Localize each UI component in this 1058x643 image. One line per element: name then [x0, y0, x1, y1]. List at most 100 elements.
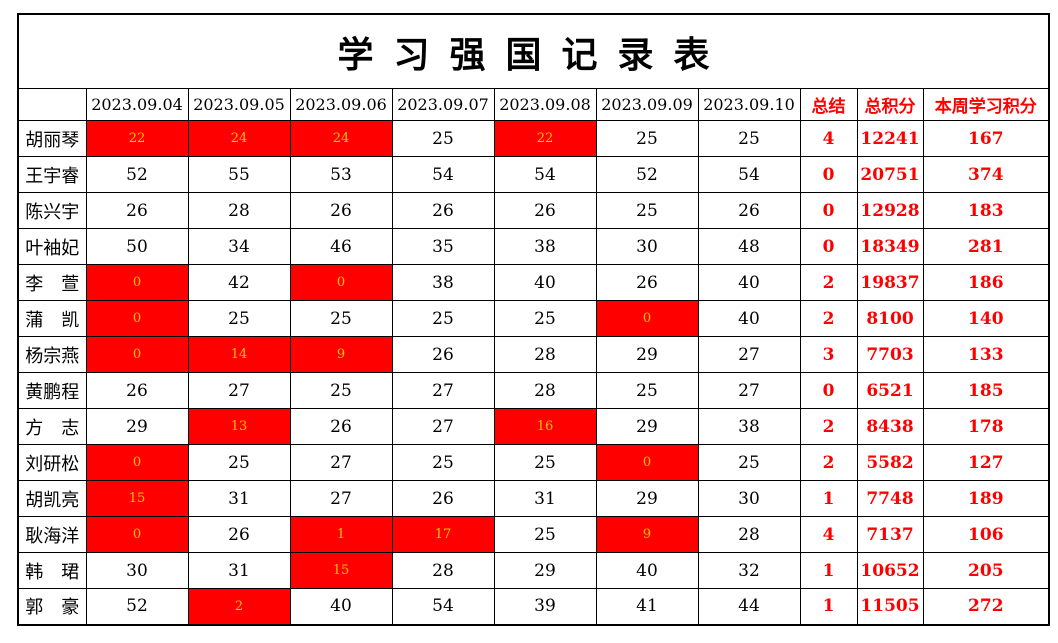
column-header-date-4: 2023.09.07 [391, 88, 495, 121]
day-cell: 26 [187, 516, 291, 553]
day-cell: 31 [493, 480, 597, 517]
day-cell: 40 [697, 264, 801, 301]
day-cell: 54 [391, 588, 495, 625]
day-cell: 52 [85, 156, 189, 193]
day-cell: 54 [391, 156, 495, 193]
day-cell: 52 [595, 156, 699, 193]
day-cell: 25 [493, 444, 597, 481]
total-points-cell: 10652 [856, 552, 924, 589]
week-points-cell: 167 [922, 120, 1050, 157]
row-name: 胡丽琴 [17, 120, 87, 157]
table-row: 杨宗燕 0 14 9 26 28 29 27 3 7703 133 [17, 336, 1050, 373]
week-points-cell: 178 [922, 408, 1050, 445]
day-cell: 40 [493, 264, 597, 301]
table-row: 韩 珺 30 31 15 28 29 40 32 1 10652 205 [17, 552, 1050, 589]
week-points-cell: 374 [922, 156, 1050, 193]
day-cell-highlighted: 0 [85, 300, 189, 337]
total-points-cell: 8438 [856, 408, 924, 445]
day-cell: 44 [697, 588, 801, 625]
total-points-cell: 7748 [856, 480, 924, 517]
table-row: 胡凯亮 15 31 27 26 31 29 30 1 7748 189 [17, 480, 1050, 517]
table-row: 耿海洋 0 26 1 17 25 9 28 4 7137 106 [17, 516, 1050, 553]
day-cell: 26 [493, 192, 597, 229]
summary-count-cell: 0 [799, 156, 858, 193]
total-points-cell: 18349 [856, 228, 924, 265]
summary-count-cell: 2 [799, 300, 858, 337]
week-points-cell: 205 [922, 552, 1050, 589]
day-cell: 30 [697, 480, 801, 517]
day-cell: 46 [289, 228, 393, 265]
day-cell: 25 [595, 120, 699, 157]
row-name: 蒲 凯 [17, 300, 87, 337]
day-cell: 40 [289, 588, 393, 625]
day-cell: 25 [697, 444, 801, 481]
header-row: 2023.09.04 2023.09.05 2023.09.06 2023.09.07… [17, 88, 1050, 121]
week-points-cell: 127 [922, 444, 1050, 481]
row-name: 韩 珺 [17, 552, 87, 589]
day-cell: 27 [187, 372, 291, 409]
day-cell: 28 [391, 552, 495, 589]
day-cell: 31 [187, 480, 291, 517]
day-cell-highlighted: 24 [187, 120, 291, 157]
day-cell-highlighted: 2 [187, 588, 291, 625]
day-cell: 29 [595, 408, 699, 445]
summary-count-cell: 0 [799, 192, 858, 229]
day-cell: 32 [697, 552, 801, 589]
study-record-table: 学习强国记录表 2023.09.04 2023.09.05 2023.09.06 20… [17, 13, 1051, 626]
day-cell: 26 [391, 480, 495, 517]
table-row: 陈兴宇 26 28 26 26 26 25 26 0 12928 183 [17, 192, 1050, 229]
row-name: 胡凯亮 [17, 480, 87, 517]
day-cell: 28 [493, 336, 597, 373]
day-cell: 34 [187, 228, 291, 265]
row-name: 杨宗燕 [17, 336, 87, 373]
title-row: 学习强国记录表 [17, 13, 1050, 89]
page-title: 学习强国记录表 [17, 13, 1050, 89]
summary-count-cell: 2 [799, 264, 858, 301]
day-cell: 25 [391, 300, 495, 337]
day-cell: 27 [391, 408, 495, 445]
summary-count-cell: 2 [799, 408, 858, 445]
summary-count-cell: 1 [799, 588, 858, 625]
total-points-cell: 7137 [856, 516, 924, 553]
day-cell: 25 [187, 444, 291, 481]
day-cell: 25 [289, 372, 393, 409]
day-cell: 25 [391, 120, 495, 157]
table-row: 黄鹏程 26 27 25 27 28 25 27 0 6521 185 [17, 372, 1050, 409]
day-cell: 25 [391, 444, 495, 481]
table-row: 刘研松 0 25 27 25 25 0 25 2 5582 127 [17, 444, 1050, 481]
table-row: 李 萱 0 42 0 38 40 26 40 2 19837 186 [17, 264, 1050, 301]
total-points-cell: 6521 [856, 372, 924, 409]
table-row: 王宇睿 52 55 53 54 54 52 54 0 20751 374 [17, 156, 1050, 193]
day-cell: 35 [391, 228, 495, 265]
day-cell: 25 [493, 516, 597, 553]
day-cell-highlighted: 0 [85, 516, 189, 553]
day-cell-highlighted: 1 [289, 516, 393, 553]
summary-count-cell: 0 [799, 372, 858, 409]
total-points-cell: 11505 [856, 588, 924, 625]
day-cell-highlighted: 0 [595, 444, 699, 481]
summary-count-cell: 4 [799, 516, 858, 553]
corner-cell [17, 88, 87, 121]
week-points-cell: 183 [922, 192, 1050, 229]
week-points-cell: 189 [922, 480, 1050, 517]
column-header-summary: 总结 [799, 88, 858, 121]
column-header-summary: 总积分 [856, 88, 924, 121]
column-header-date-2: 2023.09.05 [187, 88, 291, 121]
day-cell: 38 [391, 264, 495, 301]
day-cell: 54 [697, 156, 801, 193]
total-points-cell: 12241 [856, 120, 924, 157]
day-cell: 52 [85, 588, 189, 625]
day-cell: 28 [187, 192, 291, 229]
day-cell: 27 [289, 480, 393, 517]
table-body: 胡丽琴 22 24 24 25 22 25 25 4 12241 167 王宇睿 52 55 53 54 54 5… [17, 120, 1050, 625]
total-points-cell: 19837 [856, 264, 924, 301]
row-name: 李 萱 [17, 264, 87, 301]
column-header-date-3: 2023.09.06 [289, 88, 393, 121]
week-points-cell: 106 [922, 516, 1050, 553]
day-cell: 27 [289, 444, 393, 481]
day-cell: 26 [85, 372, 189, 409]
day-cell: 30 [85, 552, 189, 589]
total-points-cell: 7703 [856, 336, 924, 373]
day-cell: 25 [595, 372, 699, 409]
column-header-summary: 本周学习积分 [922, 88, 1050, 121]
